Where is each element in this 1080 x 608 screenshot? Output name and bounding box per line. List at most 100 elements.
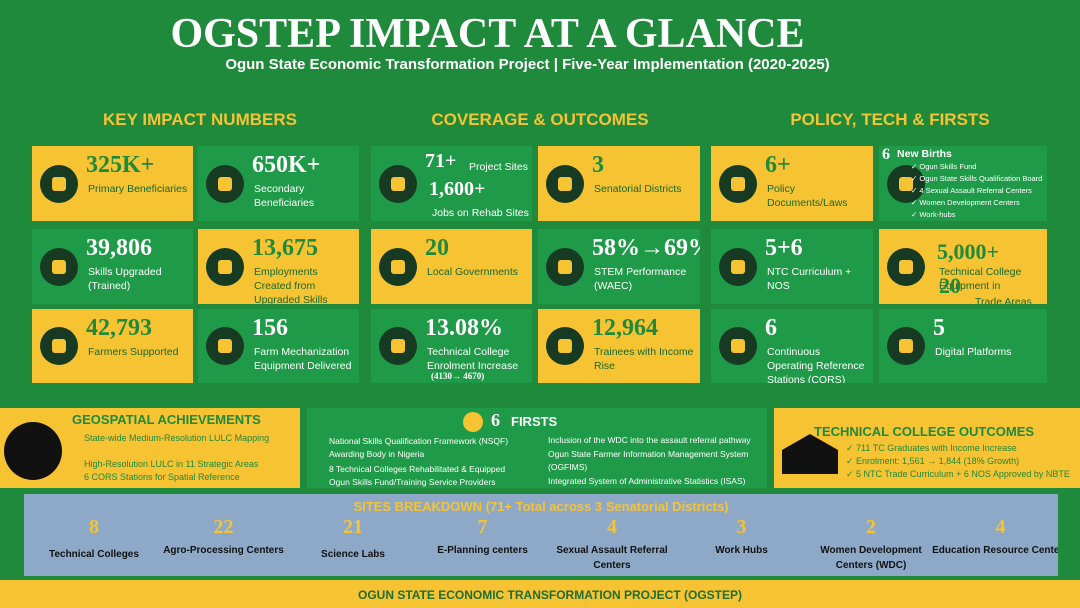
title: OGSTEP IMPACT AT A GLANCE xyxy=(170,11,805,57)
list-item: Ogun Skills Fund/Training Service Provid… xyxy=(329,477,496,487)
list-item: ✓ Women Development Centers xyxy=(911,198,1020,207)
tile-label: Primary Beneficiaries xyxy=(88,183,188,195)
icon xyxy=(546,247,584,286)
list-item: Integrated System of Administrative Stat… xyxy=(548,476,746,486)
tile-label: Local Governments xyxy=(427,266,519,278)
icon xyxy=(379,164,417,203)
list-item: 6 CORS Stations for Spatial Reference xyxy=(84,472,240,482)
icon xyxy=(719,327,757,365)
site-count: 2 xyxy=(866,516,876,538)
tile-value: 71+ xyxy=(425,150,457,172)
site-count: 21 xyxy=(343,516,363,538)
stat-tile: 5 Digital Platforms xyxy=(879,309,1047,383)
tile-label: Technical College Equipment in xyxy=(939,266,1022,292)
panel-title: SITES BREAKDOWN (71+ Total across 3 Sena… xyxy=(353,499,729,514)
list-item: High-Resolution LULC in 11 Strategic Are… xyxy=(84,459,259,469)
section-title: COVERAGE & OUTCOMES xyxy=(431,110,649,129)
stat-tile: 3 Senatorial Districts xyxy=(538,146,700,221)
tile-label: STEM Performance (WAEC) xyxy=(594,266,687,292)
tile-label: Trade Areas xyxy=(975,296,1032,304)
list-item: Inclusion of the WDC into the assault re… xyxy=(548,435,751,445)
tile-value: 12,964 xyxy=(592,315,658,341)
site-label: Science Labs xyxy=(321,549,385,560)
icon xyxy=(546,164,584,203)
tile-value: 5,000+ xyxy=(937,239,1000,264)
icon xyxy=(206,164,244,203)
tile-value: 650K+ xyxy=(252,152,321,178)
icon xyxy=(206,247,244,286)
icon xyxy=(463,412,483,432)
panel-title: TECHNICAL COLLEGE OUTCOMES xyxy=(814,424,1035,439)
list-item: ✓ Ogun State Skills Qualification Board xyxy=(911,174,1043,183)
tile-value: 39,806 xyxy=(86,235,152,261)
tile-label: Farm Mechanization Equipment Delivered xyxy=(254,346,352,372)
stat-tile: 42,793 Farmers Supported xyxy=(32,309,193,383)
stat-tile: 6 New Births ✓ Ogun Skills Fund ✓ Ogun Stat… xyxy=(879,146,1047,221)
stat-tile: 13.08% Technical College Enrolment Increa… xyxy=(371,309,532,383)
site-count: 7 xyxy=(477,516,488,538)
stat-tile: 156 Farm Mechanization Equipment Delivere… xyxy=(198,309,359,383)
tile-value: 42,793 xyxy=(86,315,152,341)
site-label: Women Development Centers (WDC) xyxy=(820,545,922,571)
stat-tile: 39,806 Skills Upgraded (Trained) xyxy=(32,229,193,304)
stat-tile: 650K+ Secondary Beneficiaries xyxy=(198,146,359,221)
tile-value: 3 xyxy=(592,152,604,178)
tile-label: Secondary Beneficiaries xyxy=(254,183,315,209)
icon xyxy=(206,327,244,365)
site-label: Technical Colleges xyxy=(49,549,139,560)
tile-value: 1,600+ xyxy=(429,178,486,200)
site-count: 4 xyxy=(607,516,617,538)
tile-value: 58%→69% xyxy=(592,235,700,261)
list-item: Ogun State Farmer Information Management… xyxy=(548,449,749,472)
list-item: ✓ Work-hubs xyxy=(911,210,956,219)
stat-tile: 71+ Project Sites 1,600+ Jobs on Rehab Site… xyxy=(371,146,532,221)
site-count: 22 xyxy=(213,516,234,538)
icon xyxy=(40,327,78,365)
subtitle: Ogun State Economic Transformation Proje… xyxy=(225,56,830,73)
sites-panel: SITES BREAKDOWN (71+ Total across 3 Sena… xyxy=(24,494,1058,576)
icon xyxy=(887,164,925,203)
panel-title: FIRSTS xyxy=(511,414,558,429)
site-count: 3 xyxy=(736,516,747,538)
list-item: ✓ 4 Sexual Assault Referral Centers xyxy=(911,186,1032,195)
list-item: ✓ Ogun Skills Fund xyxy=(911,162,977,171)
site-count: 8 xyxy=(89,516,99,538)
list-item: 8 Technical Colleges Rehabilitated & Equ… xyxy=(329,464,506,474)
firsts-panel: 6 FIRSTS National Skills Qualification Fra… xyxy=(307,408,767,488)
list-item: ✓ Enrolment: 1,561 → 1,844 (18% Growth) xyxy=(846,456,1020,466)
stat-tile: 58%→69% STEM Performance (WAEC) xyxy=(538,229,700,304)
tile-label: Continuous Operating Reference Stations … xyxy=(767,346,865,383)
icon xyxy=(546,327,584,365)
tile-label: Senatorial Districts xyxy=(594,183,682,195)
tile-label: Jobs on Rehab Sites xyxy=(432,207,529,219)
site-label: Education Resource Centers xyxy=(932,545,1058,556)
tile-value: 20 xyxy=(425,235,449,261)
tile-value: 20 xyxy=(939,273,961,298)
tile-value: 5 xyxy=(933,315,945,341)
tile-value: 325K+ xyxy=(86,152,155,178)
tile-label: Policy Documents/Laws xyxy=(767,183,848,209)
tc-outcomes-panel: TECHNICAL COLLEGE OUTCOMES ✓ 711 TC Gradu… xyxy=(774,408,1080,488)
tile-label: Digital Platforms xyxy=(935,346,1012,358)
stat-tile: 5+6 NTC Curriculum + NOS xyxy=(711,229,873,304)
footer-bar xyxy=(0,580,1080,608)
tile-value: 13,675 xyxy=(252,235,318,261)
list: ✓ Ogun Skills Fund ✓ Ogun State Skills Qu… xyxy=(911,161,1042,221)
icon xyxy=(4,422,62,480)
icon xyxy=(40,247,78,286)
stat-tile: 325K+ Primary Beneficiaries xyxy=(32,146,193,221)
tile-label: New Births xyxy=(897,148,952,160)
tile-label: Trainees with Income Rise xyxy=(594,346,694,372)
tile-value: 6 xyxy=(882,146,890,163)
tile-label: Skills Upgraded (Trained) xyxy=(88,266,162,292)
tile-value: 156 xyxy=(252,315,288,341)
site-label: E-Planning centers xyxy=(437,545,528,556)
tile-label: NTC Curriculum + NOS xyxy=(767,266,852,292)
panel-title: GEOSPATIAL ACHIEVEMENTS xyxy=(72,412,261,427)
tile-value: 6 xyxy=(765,315,777,341)
section-title: POLICY, TECH & FIRSTS xyxy=(790,110,990,129)
icon xyxy=(379,327,417,365)
site-label: Agro-Processing Centers xyxy=(163,545,284,556)
stat-tile: 6+ Policy Documents/Laws xyxy=(711,146,873,221)
